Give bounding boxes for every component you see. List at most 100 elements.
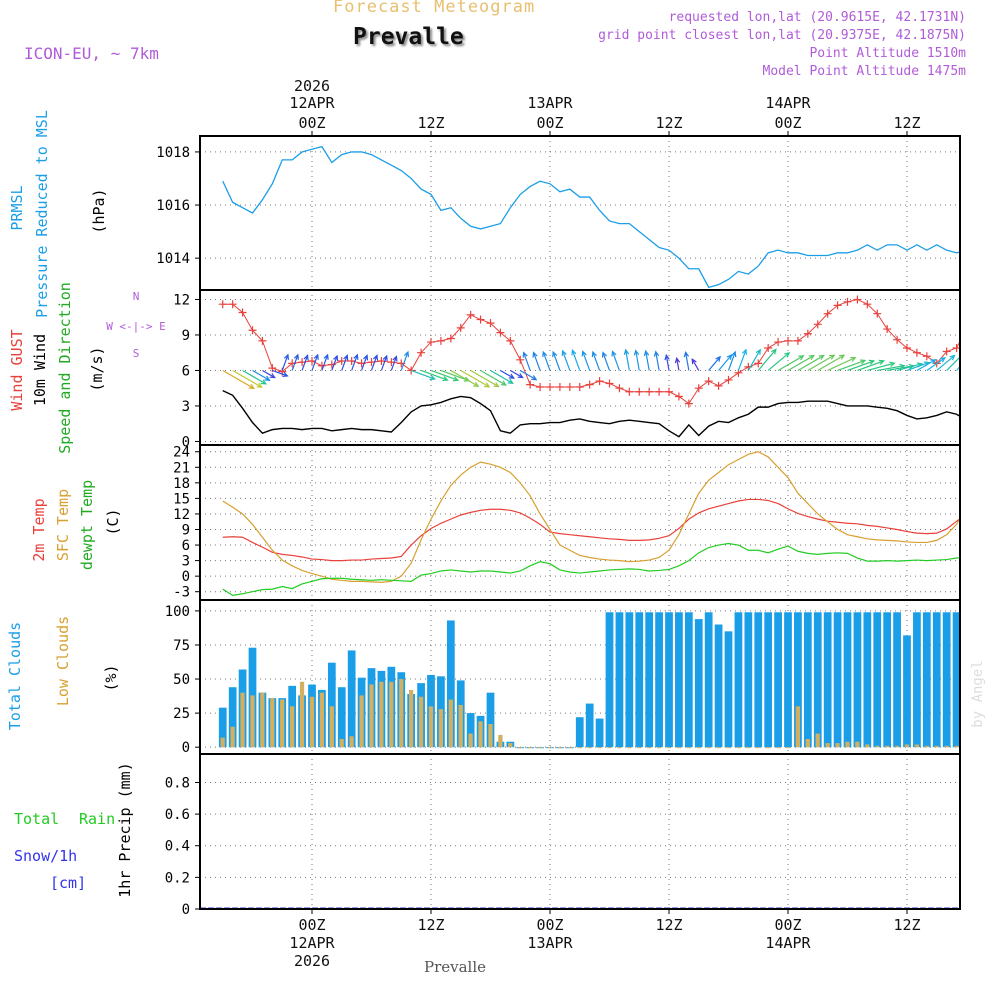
wind-arrow-shaft — [420, 369, 448, 381]
bottom-time-label: 12Z — [655, 916, 682, 934]
wind-arrow-head — [353, 353, 359, 360]
wind-arrow-shaft — [767, 352, 790, 371]
total-cloud-bar — [585, 703, 594, 748]
clouds-low-label: Low Clouds — [54, 616, 72, 706]
wind-arrow — [331, 354, 339, 371]
total-cloud-bar — [337, 687, 346, 748]
wind-arrow — [390, 355, 398, 371]
wind-arrow — [500, 369, 515, 379]
wind-arrow — [777, 355, 805, 371]
snow-label: Snow/1h — [14, 847, 77, 865]
gust-point — [516, 355, 525, 364]
bottom-time-label: 00Z — [536, 916, 563, 934]
low-cloud-bar — [894, 745, 900, 748]
wind-arrow-head — [269, 373, 276, 379]
gust-point — [774, 338, 783, 347]
wind-arrow-shaft — [542, 351, 551, 371]
wind-arrow-shaft — [321, 354, 329, 371]
wind-arrow-shaft — [262, 369, 276, 379]
gust-point — [803, 329, 812, 338]
low-cloud-bar — [329, 706, 334, 748]
low-cloud-bar — [537, 747, 543, 749]
low-cloud-bar — [577, 747, 582, 749]
y-tick-label: 1016 — [156, 198, 190, 214]
wind-arrow — [664, 353, 670, 371]
wind-arrow-shaft — [827, 357, 856, 372]
wind-arrow-head — [691, 358, 697, 365]
total-cloud-bar — [893, 612, 901, 748]
model-altitude: Model Point Altitude 1475m — [762, 64, 967, 79]
low-cloud-bar — [746, 747, 751, 749]
low-cloud-bar — [597, 747, 602, 749]
low-cloud-bar — [865, 744, 870, 748]
wind-arrow — [321, 353, 329, 371]
temp-unit: (C) — [104, 508, 122, 535]
low-cloud-bar — [785, 747, 791, 749]
wind-arrow-shaft — [370, 355, 378, 371]
precip-unit: 1hr Precip (mm) — [116, 762, 134, 897]
y-tick-label: 0 — [182, 434, 190, 450]
pressure-line — [222, 145, 960, 289]
precip-total-label: Total — [14, 810, 59, 828]
bottom-time-label: 12Z — [893, 916, 920, 934]
wind-arrow-head — [313, 353, 319, 360]
total-cloud-bar — [843, 612, 852, 748]
total-cloud-bar — [803, 612, 812, 748]
wind-arrow-head — [623, 348, 630, 355]
panel-frame — [199, 753, 961, 910]
wind-arrow-head — [859, 359, 867, 365]
low-cloud-bar — [498, 734, 503, 748]
gust-point — [645, 387, 654, 396]
wind-arrow-head — [601, 351, 608, 358]
wind-arrow-head — [500, 380, 508, 386]
wind-arrow — [683, 350, 690, 371]
low-cloud-bar — [666, 747, 672, 749]
wind-arrow — [857, 359, 886, 372]
low-cloud-bar — [508, 743, 513, 748]
wind-arrow-head — [868, 359, 876, 365]
low-cloud-bar — [924, 745, 929, 748]
wind-arrow-head — [978, 357, 983, 362]
wind-arrow-head — [484, 382, 491, 388]
wind-arrow-head — [771, 348, 777, 355]
wind-arrow-shaft — [877, 365, 905, 372]
wind-arrow-head — [674, 356, 681, 364]
low-cloud-bar — [299, 681, 305, 748]
total-cloud-bar — [466, 713, 475, 748]
gust-point — [486, 319, 495, 328]
wind-arrow-head — [531, 375, 538, 381]
low-cloud-bar — [637, 747, 642, 749]
total-cloud-bar — [784, 612, 792, 748]
gust-point — [555, 383, 564, 392]
top-year-label: 2026 — [294, 77, 330, 95]
low-cloud-bar — [904, 744, 910, 748]
low-cloud-bar — [528, 747, 533, 749]
top-date-label: 12APR — [289, 94, 335, 112]
wind-arrow-shaft — [867, 362, 895, 372]
wind-unit: (m/s) — [88, 346, 106, 391]
wind-arrow — [643, 349, 650, 371]
wind-arrow-head — [248, 383, 255, 390]
gust-point — [496, 328, 505, 337]
bottom-year-label: 2026 — [294, 952, 330, 970]
total-cloud-bar — [952, 612, 960, 748]
wind-arrow-head — [581, 350, 587, 357]
snow-unit-label: [cm] — [50, 874, 86, 892]
wind-arrow-head — [452, 376, 460, 382]
gust-point — [258, 336, 267, 345]
wind-arrow-head — [493, 382, 500, 388]
wind-arrow — [272, 369, 289, 378]
total-cloud-bar — [645, 612, 654, 748]
wind-arrow-shaft — [837, 359, 866, 372]
low-cloud-bar — [428, 706, 434, 748]
wind-arrow-shaft — [807, 354, 835, 371]
wind-arrow-shaft — [967, 357, 983, 370]
wind-arrow — [797, 354, 825, 371]
wind-arrow — [351, 353, 359, 371]
top-date-label: 14APR — [765, 94, 811, 112]
y-tick-label: -3 — [173, 585, 190, 601]
low-cloud-bar — [716, 747, 721, 749]
wind-arrow — [653, 350, 660, 371]
wind-arrow-shaft — [777, 355, 804, 371]
